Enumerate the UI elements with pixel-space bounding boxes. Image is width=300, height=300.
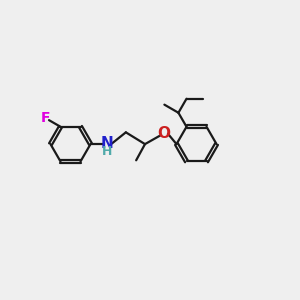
Text: N: N <box>100 136 113 151</box>
Text: H: H <box>102 145 112 158</box>
Text: F: F <box>41 111 50 125</box>
Text: O: O <box>158 126 171 141</box>
